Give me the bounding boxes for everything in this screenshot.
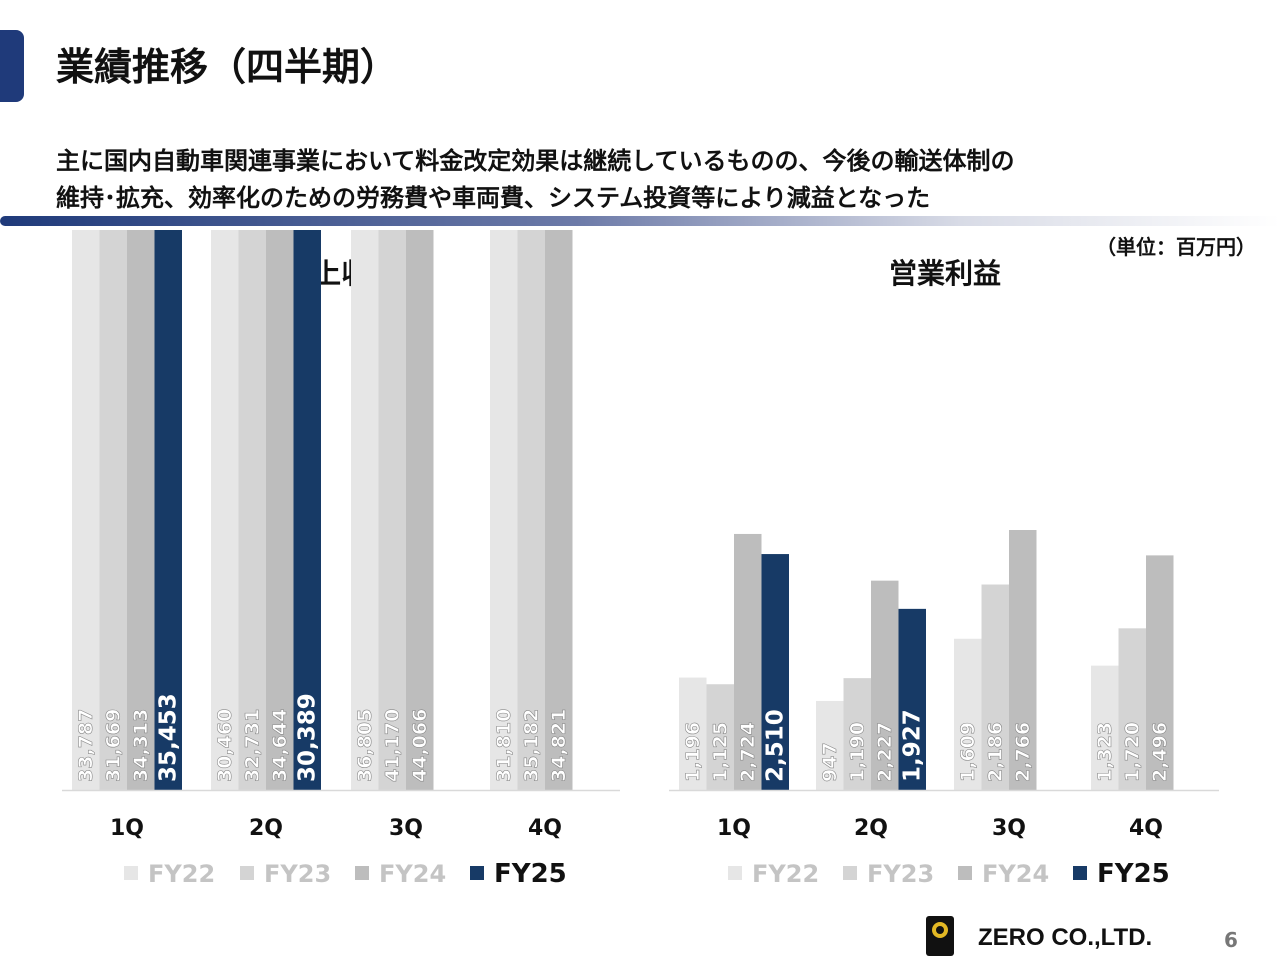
legend-label-fy24: FY24: [379, 860, 446, 888]
data-label: 2,510: [762, 709, 788, 782]
legend-label-fy22: FY22: [148, 860, 215, 888]
data-label: 1,609: [957, 722, 979, 782]
company-logo: [926, 916, 954, 956]
legend-label-fy22: FY22: [752, 860, 819, 888]
category-label: 4Q: [1129, 816, 1163, 841]
data-label: 33,787: [75, 709, 97, 782]
bar-fy25-1q: [761, 554, 789, 790]
category-label: 1Q: [717, 816, 751, 841]
data-label: 31,810: [493, 709, 515, 782]
category-label: 3Q: [992, 816, 1026, 841]
legend-swatch-fy25: [470, 866, 484, 880]
legend-swatch-fy24: [355, 866, 369, 880]
data-label: 41,170: [381, 709, 403, 782]
data-label: 1,323: [1094, 722, 1116, 782]
category-label: 1Q: [110, 816, 144, 841]
bar-fy24-2q: [871, 580, 899, 790]
bar-fy25-2q: [898, 608, 926, 790]
title-accent-bar: [0, 30, 24, 102]
bar-fy25-1q: [154, 230, 182, 790]
category-label: 2Q: [249, 816, 283, 841]
data-label: 35,182: [520, 709, 542, 782]
page-title: 業績推移（四半期）: [56, 45, 399, 89]
data-label: 2,724: [737, 722, 759, 782]
data-label: 2,227: [874, 722, 896, 782]
data-label: 34,821: [548, 709, 570, 782]
data-label: 1,125: [709, 722, 731, 782]
page-number: 6: [1224, 928, 1238, 952]
data-label: 2,766: [1012, 722, 1034, 782]
bar-fy24-3q: [406, 230, 434, 790]
bar-fy22-4q: [1091, 665, 1119, 790]
bar-fy24-4q: [545, 230, 573, 790]
data-label: 35,453: [155, 693, 181, 782]
bar-fy23-4q: [517, 230, 545, 790]
bar-fy23-1q: [706, 684, 734, 790]
data-label: 44,066: [409, 709, 431, 782]
bar-fy24-2q: [266, 230, 294, 790]
legend-label-fy25: FY25: [1097, 859, 1170, 889]
legend-swatch-fy22: [728, 866, 742, 880]
bar-fy23-3q: [981, 584, 1009, 790]
category-label: 2Q: [854, 816, 888, 841]
legend-swatch-fy23: [843, 866, 857, 880]
bar-fy23-2q: [843, 678, 871, 790]
legend-swatch-fy25: [1073, 866, 1087, 880]
data-label: 1,190: [846, 722, 868, 782]
data-label: 32,731: [241, 709, 263, 782]
bar-fy25-2q: [293, 230, 321, 790]
legend-label-fy25: FY25: [494, 859, 567, 889]
legend-label-fy24: FY24: [982, 860, 1049, 888]
bar-fy23-1q: [99, 230, 127, 790]
data-label: 30,389: [294, 693, 320, 782]
bar-fy22-3q: [954, 638, 982, 790]
data-label: 1,196: [682, 722, 704, 782]
unit-label: （単位：百万円）: [1096, 235, 1256, 259]
data-label: 947: [819, 742, 841, 782]
bar-fy24-1q: [127, 230, 155, 790]
data-label: 36,805: [354, 709, 376, 782]
bar-fy24-3q: [1009, 529, 1037, 790]
company-name: ZERO CO.,LTD.: [978, 924, 1153, 951]
bar-fy22-4q: [490, 230, 518, 790]
data-label: 1,720: [1121, 722, 1143, 782]
chart-2: 営業利益 1,196 947 1,609 1,323 1,125 1,190 2,186 1,7…: [669, 257, 1219, 889]
page-subtitle: 主に国内自動車関連事業において料金改定効果は継続しているものの、今後の輸送体制の…: [56, 143, 1015, 217]
bar-fy22-1q: [72, 230, 100, 790]
data-label: 34,644: [269, 709, 291, 782]
bar-fy22-2q: [211, 230, 239, 790]
legend-swatch-fy23: [240, 866, 254, 880]
subtitle-line-2: 維持･拡充、効率化のための労務費や車両費、システム投資等により減益となった: [56, 184, 931, 212]
data-label: 2,186: [984, 722, 1006, 782]
data-label: 31,669: [102, 709, 124, 782]
data-label: 1,927: [899, 709, 925, 782]
data-label: 30,460: [214, 709, 236, 782]
bar-fy23-2q: [238, 230, 266, 790]
legend-label-fy23: FY23: [264, 860, 331, 888]
bar-fy22-3q: [351, 230, 379, 790]
legend-swatch-fy24: [958, 866, 972, 880]
legend-swatch-fy22: [124, 866, 138, 880]
category-label: 4Q: [528, 816, 562, 841]
bar-fy24-4q: [1146, 555, 1174, 790]
category-label: 3Q: [389, 816, 423, 841]
bar-fy22-2q: [816, 700, 844, 790]
bar-fy24-1q: [734, 533, 762, 790]
legend-label-fy23: FY23: [867, 860, 934, 888]
bar-fy23-4q: [1118, 628, 1146, 790]
bar-fy22-1q: [679, 677, 707, 790]
data-label: 34,313: [130, 709, 152, 782]
subtitle-line-1: 主に国内自動車関連事業において料金改定効果は継続しているものの、今後の輸送体制の: [56, 147, 1015, 175]
data-label: 2,496: [1149, 722, 1171, 782]
header-divider: [0, 216, 1280, 226]
bar-fy23-3q: [378, 230, 406, 790]
chart-title: 営業利益: [889, 257, 1001, 290]
